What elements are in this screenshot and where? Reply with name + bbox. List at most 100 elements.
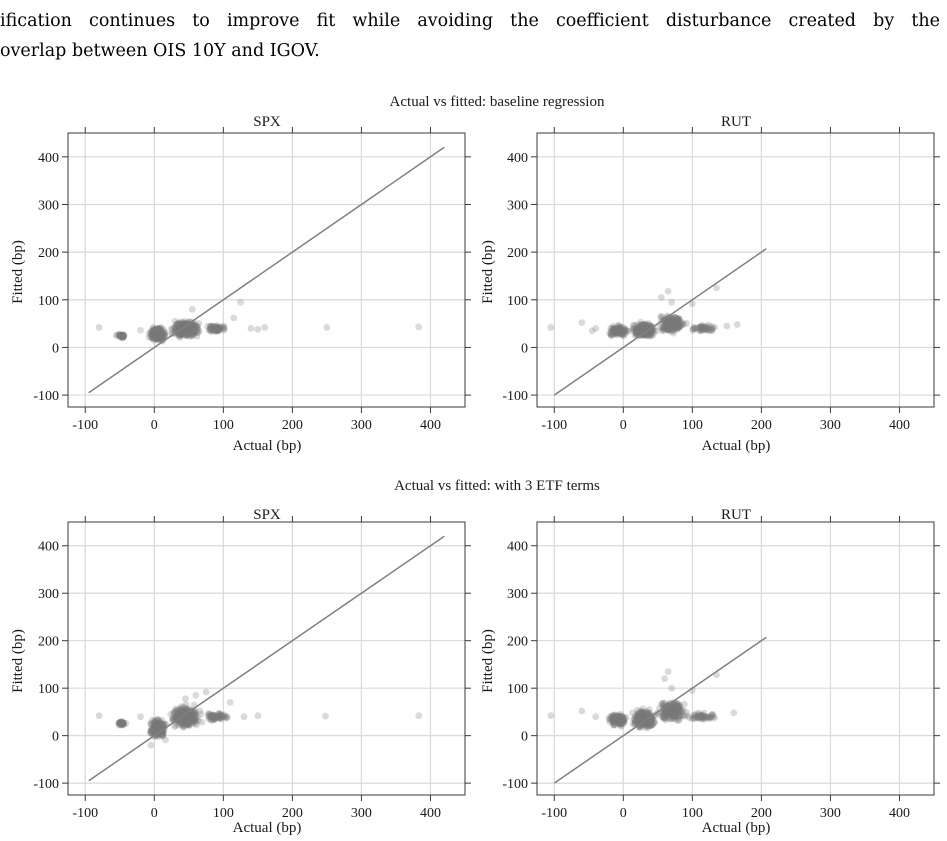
scatter-point [640,709,648,717]
scatter-point [617,328,625,336]
scatter-point [665,709,672,717]
scatter-point [644,328,651,336]
scatter-point [187,325,195,332]
scatter-point [620,324,627,331]
scatter-point [215,711,223,719]
scatter-point [659,699,667,707]
scatter-point [191,717,199,725]
scatter-point [648,718,656,726]
scatter-point [672,316,680,324]
scatter-point [639,326,647,334]
scatter-point [216,712,224,720]
scatter-point [698,324,705,332]
scatter-point [634,328,642,336]
scatter-point [620,331,628,339]
scatter-point [619,329,626,337]
scatter-point [670,705,678,712]
scatter-point [190,715,198,723]
scatter-point [152,334,159,342]
scatter-point [701,325,709,333]
scatter-point [181,718,189,726]
scatter-point [184,325,192,332]
scatter-point [689,326,697,334]
scatter-point [664,702,672,710]
scatter-point [147,720,155,728]
scatter-point [613,715,621,723]
scatter-point [212,327,220,335]
scatter-point [154,330,162,338]
scatter-point [615,327,623,335]
scatter-point [156,332,163,340]
scatter-point [156,335,164,343]
scatter-point [664,318,672,326]
scatter-point [632,713,639,721]
scatter-point [662,714,670,722]
scatter-point [664,706,672,714]
scatter-point [151,718,159,725]
scatter-point [155,329,163,337]
x-tick-label: 0 [620,806,627,821]
scatter-point [154,720,162,727]
scatter-point [617,325,624,333]
scatter-point [115,330,123,338]
scatter-point [675,703,683,710]
scatter-point [174,320,182,328]
scatter-point [611,328,619,336]
scatter-point [152,726,160,733]
reference-line [553,636,767,784]
scatter-point [674,702,681,710]
scatter-point [187,325,195,333]
scatter-point [174,710,182,718]
scatter-point [639,325,647,333]
scatter-point [176,321,184,328]
scatter-point [152,721,160,728]
scatter-point [662,712,670,720]
scatter-point [178,719,186,727]
scatter-point [172,721,180,729]
scatter-point [152,331,160,339]
scatter-point [117,332,125,340]
scatter-point [615,325,622,333]
scatter-point [214,326,222,333]
scatter-point [120,719,127,726]
scatter-point [208,326,215,334]
scatter-point [156,327,163,335]
scatter-point [672,323,680,331]
scatter-point [614,326,622,334]
scatter-point [150,725,158,733]
scatter-point [641,713,649,721]
scatter-point [646,330,654,337]
scatter-point [614,716,621,724]
scatter-point [212,326,219,334]
scatter-point [614,719,622,727]
scatter-point [637,714,644,722]
scatter-point [616,328,623,335]
scatter-point [641,320,648,328]
scatter-point [181,720,189,727]
scatter-point [185,718,192,726]
scatter-point [155,332,163,339]
scatter-point [639,713,646,721]
scatter-point [205,710,213,718]
scatter-point [158,329,165,337]
scatter-point [175,713,183,721]
scatter-point [678,320,686,328]
scatter-point [193,322,201,330]
scatter-point [247,324,255,332]
scatter-point [705,327,712,334]
scatter-point [240,713,248,721]
scatter-point [152,326,160,334]
scatter-point [180,706,188,714]
scatter-point [619,717,627,725]
scatter-point [616,720,623,728]
scatter-point [159,332,167,340]
scatter-point [674,316,682,324]
scatter-point [616,329,624,337]
scatter-point [118,332,126,340]
scatter-point [662,710,670,718]
scatter-point [119,719,127,727]
scatter-point [322,712,329,720]
scatter-point [621,326,629,334]
scatter-point [666,316,674,324]
scatter-point [153,720,161,728]
